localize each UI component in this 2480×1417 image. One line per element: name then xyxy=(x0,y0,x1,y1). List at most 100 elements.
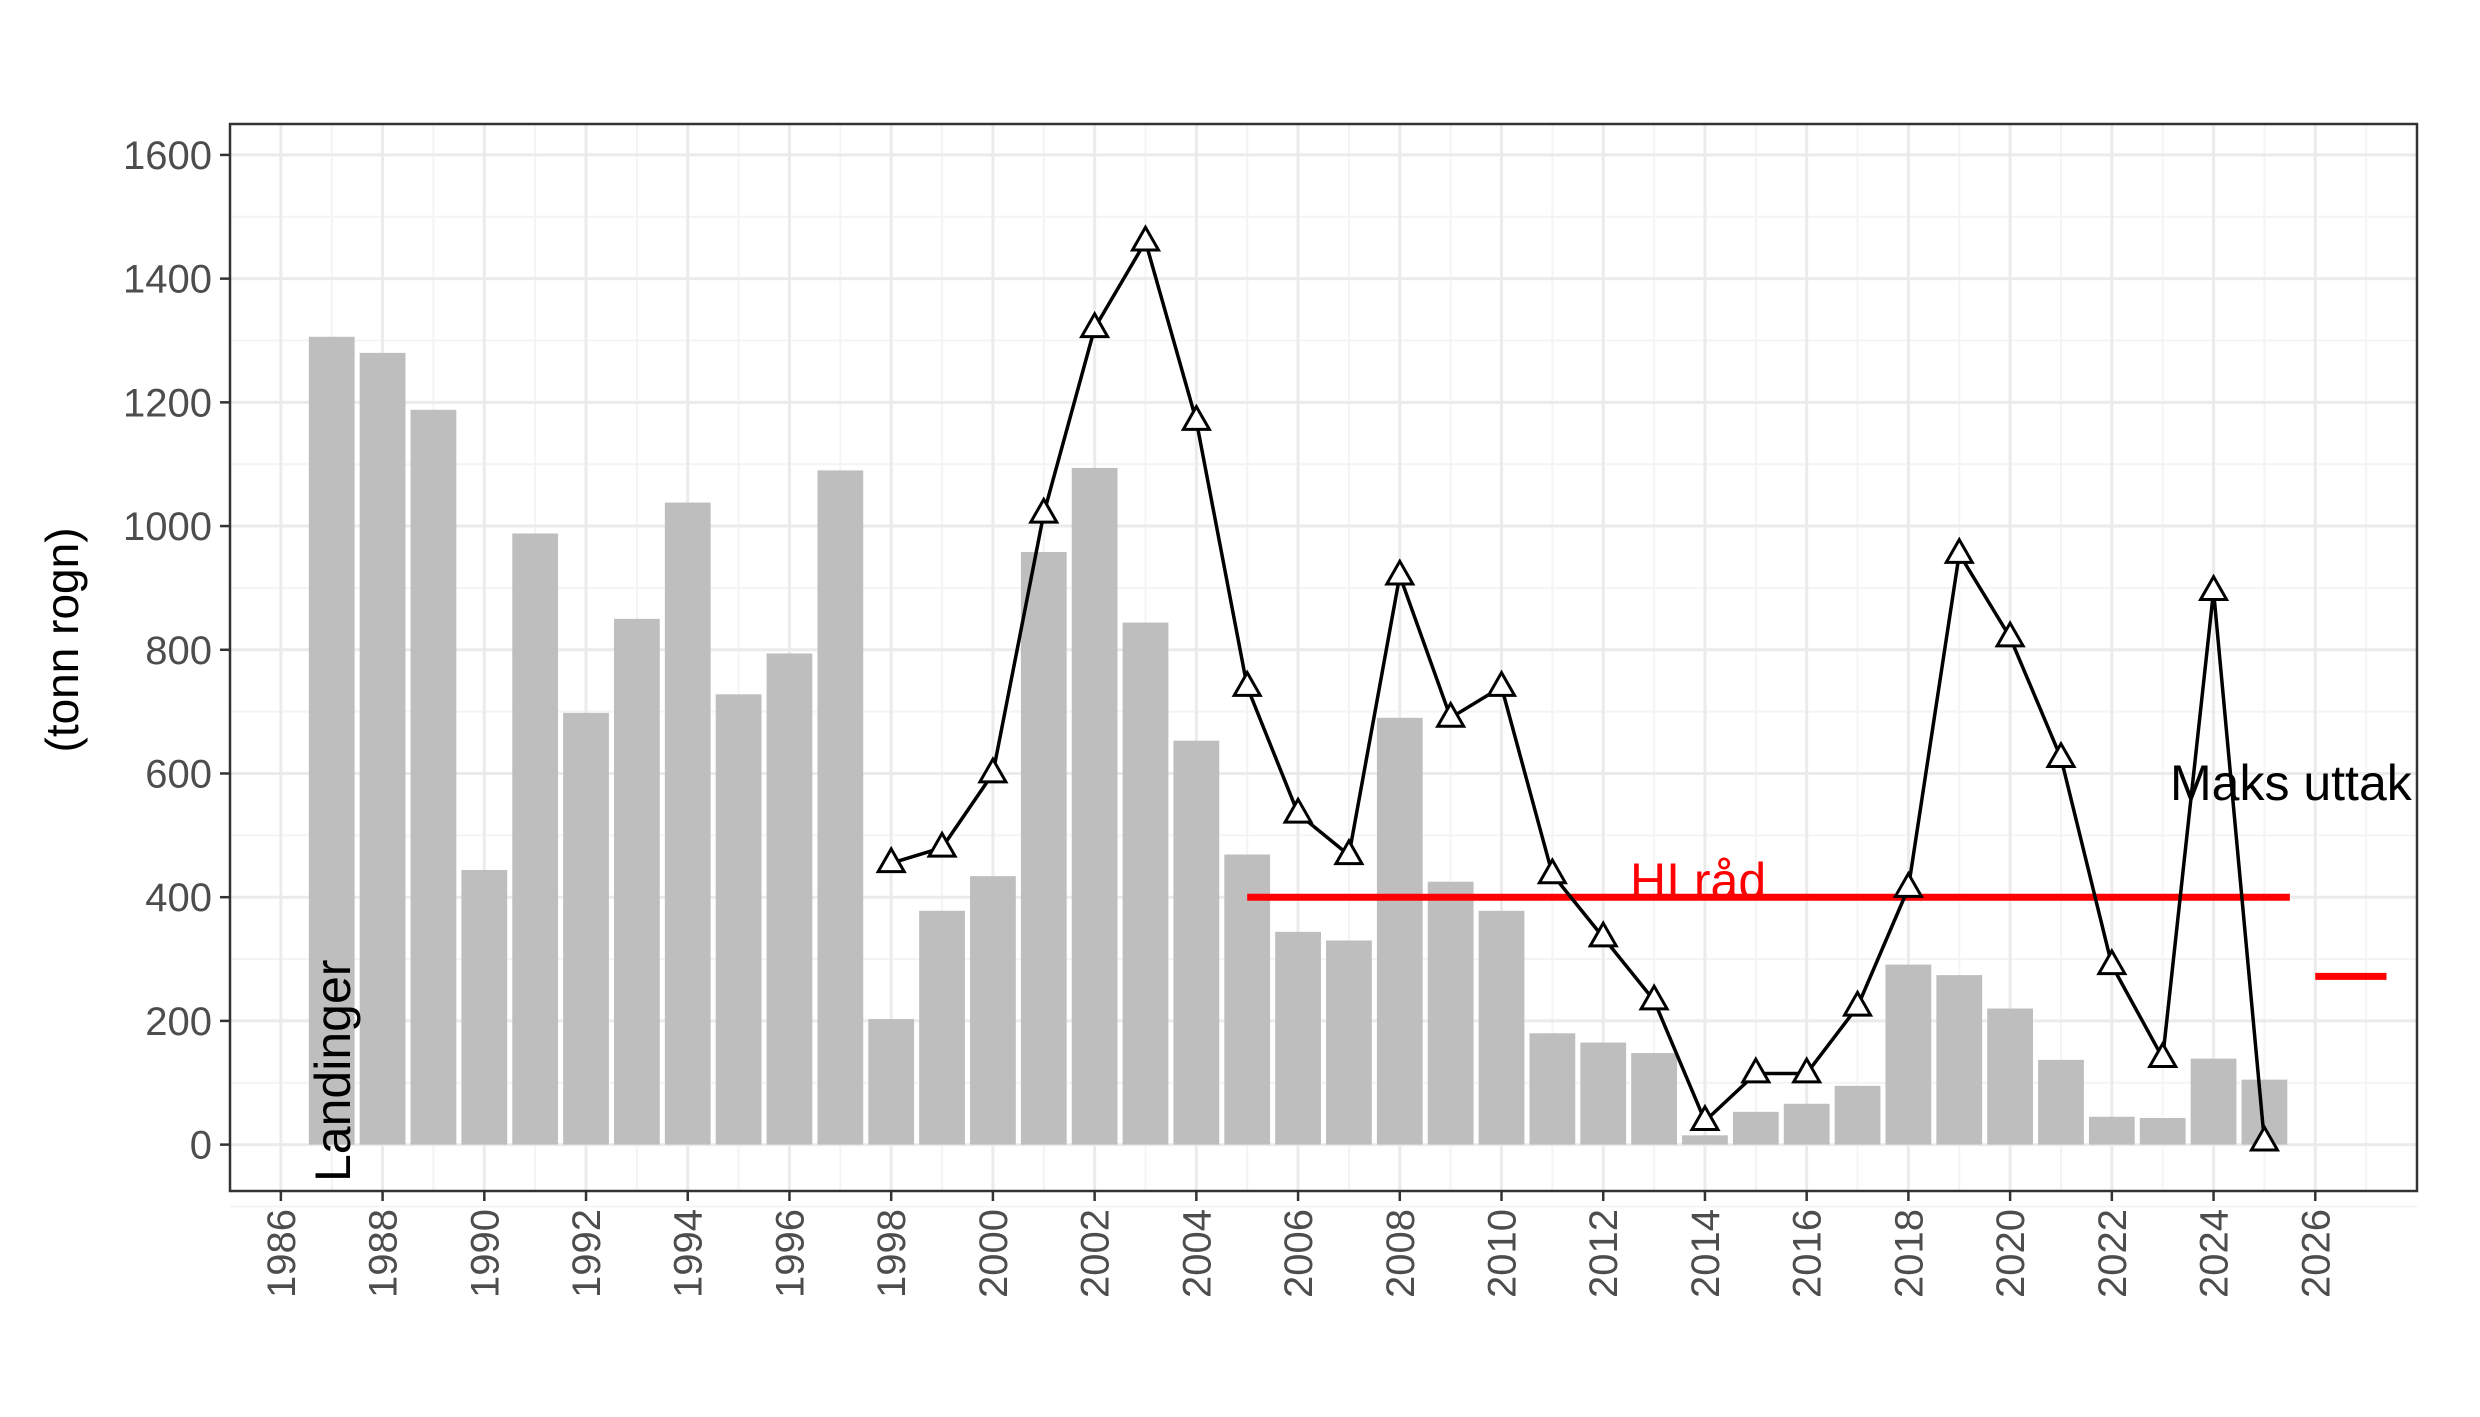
landings-bar xyxy=(1682,1135,1728,1145)
index-point xyxy=(1485,669,1518,697)
landings-bar xyxy=(1834,1085,1881,1145)
landings-bar xyxy=(2088,1116,2135,1145)
landings-bar xyxy=(1376,717,1423,1145)
x-tick-label: 2014 xyxy=(1684,1209,1728,1298)
landings-bar xyxy=(715,694,762,1145)
index-line xyxy=(890,239,2267,1142)
x-tick-label: 2012 xyxy=(1582,1209,1626,1298)
index-point xyxy=(1536,856,1568,885)
landings-bar xyxy=(766,653,813,1145)
landings-bar xyxy=(613,618,660,1145)
x-tick-label: 1992 xyxy=(565,1209,609,1298)
index-point xyxy=(1231,669,1263,697)
index-point xyxy=(1129,224,1162,252)
landings-bar xyxy=(868,1019,915,1145)
index-point xyxy=(977,756,1009,784)
x-tick-label: 2010 xyxy=(1481,1209,1525,1298)
landings-bar xyxy=(2190,1058,2237,1145)
index-point xyxy=(1282,796,1314,824)
index-point xyxy=(1740,1056,1772,1084)
landings-bar xyxy=(1529,1033,1576,1145)
landings-bar xyxy=(1478,910,1525,1145)
x-tick-label: 1998 xyxy=(870,1209,914,1298)
landings-bar xyxy=(1580,1042,1627,1145)
y-axis: 0 200 400 600 800 1000 1200 1400 1600 xyxy=(123,134,230,1168)
x-tick-label: 1986 xyxy=(260,1209,304,1298)
y-tick-label: 400 xyxy=(145,876,212,920)
landings-bar xyxy=(2038,1059,2084,1145)
x-tick-label: 1990 xyxy=(463,1209,507,1298)
landings-bar xyxy=(817,470,864,1145)
y-tick-label: 0 xyxy=(190,1124,212,1168)
x-tick-label: 1994 xyxy=(667,1209,711,1298)
landings-bar xyxy=(1122,622,1169,1145)
y-tick-label: 600 xyxy=(145,752,212,796)
landings-bar xyxy=(970,876,1016,1145)
index-point xyxy=(2096,947,2128,976)
index-point xyxy=(1079,310,1111,339)
x-tick-label: 2000 xyxy=(972,1209,1016,1298)
landings-bar xyxy=(1326,940,1372,1145)
index-point xyxy=(2197,573,2230,601)
landings-bar xyxy=(2139,1118,2186,1145)
landings-bar xyxy=(664,502,711,1145)
landings-bar xyxy=(1275,931,1321,1145)
x-tick-label: 2024 xyxy=(2193,1209,2237,1298)
x-tick-label: 1996 xyxy=(768,1209,812,1298)
landings-bar xyxy=(1173,740,1220,1145)
landings-bar xyxy=(461,869,508,1145)
landings-bar xyxy=(359,352,406,1145)
x-tick-label: 2016 xyxy=(1786,1209,1830,1298)
index-point xyxy=(1587,920,1619,948)
landings-bar xyxy=(1732,1111,1779,1145)
index-point xyxy=(1791,1056,1823,1084)
index-point xyxy=(1994,620,2026,648)
landings-bars xyxy=(308,336,2288,1145)
y-axis-title: (tonn rogn) xyxy=(36,527,88,752)
landings-bar xyxy=(1427,881,1474,1145)
landings-bar xyxy=(1631,1053,1677,1145)
index-point xyxy=(2147,1040,2179,1068)
x-tick-label: 2022 xyxy=(2091,1209,2135,1298)
x-tick-label: 2008 xyxy=(1379,1209,1423,1298)
y-tick-label: 1400 xyxy=(123,258,212,302)
index-point xyxy=(1689,1103,1721,1132)
reference-lines xyxy=(1247,893,2387,980)
index-point xyxy=(875,845,907,874)
x-tick-label: 2018 xyxy=(1887,1209,1931,1298)
index-line-series xyxy=(875,224,2281,1152)
landings-bar xyxy=(1987,1008,2034,1145)
index-point xyxy=(1028,496,1060,524)
panel-border xyxy=(228,122,2419,1193)
landings-bar xyxy=(1936,975,1983,1145)
x-tick-label: 2004 xyxy=(1175,1209,1219,1298)
y-tick-label: 1600 xyxy=(123,134,212,178)
index-point xyxy=(1333,837,1365,866)
y-tick-label: 1200 xyxy=(123,381,212,425)
x-tick-label: 2020 xyxy=(1989,1209,2033,1298)
landinger-label: Landinger xyxy=(305,960,361,1182)
landings-bar xyxy=(919,910,965,1145)
hi-rad-label: HI råd xyxy=(1630,853,1766,909)
y-tick-label: 800 xyxy=(145,629,212,673)
index-point xyxy=(1384,558,1416,586)
x-axis: 1986 1988 1990 1992 1994 1996 1998 2000 2002 2004… xyxy=(260,1191,2338,1298)
x-tick-label: 2002 xyxy=(1074,1209,1118,1298)
index-point xyxy=(1841,989,1874,1017)
annotations: Landinger HI råd Maks uttak xyxy=(305,755,2413,1182)
y-tick-label: 200 xyxy=(145,1000,212,1044)
x-tick-label: 2026 xyxy=(2294,1209,2338,1298)
landings-bar xyxy=(563,712,609,1145)
landings-bar xyxy=(1224,854,1271,1145)
index-point xyxy=(1943,536,1975,564)
landings-bar xyxy=(512,533,559,1145)
index-point xyxy=(1892,870,1924,898)
landings-bar xyxy=(1071,467,1118,1145)
y-tick-label: 1000 xyxy=(123,505,212,549)
landings-bar xyxy=(1020,552,1067,1145)
index-point xyxy=(1638,983,1670,1011)
landings-bar xyxy=(410,409,457,1145)
x-tick-label: 2006 xyxy=(1277,1209,1321,1298)
